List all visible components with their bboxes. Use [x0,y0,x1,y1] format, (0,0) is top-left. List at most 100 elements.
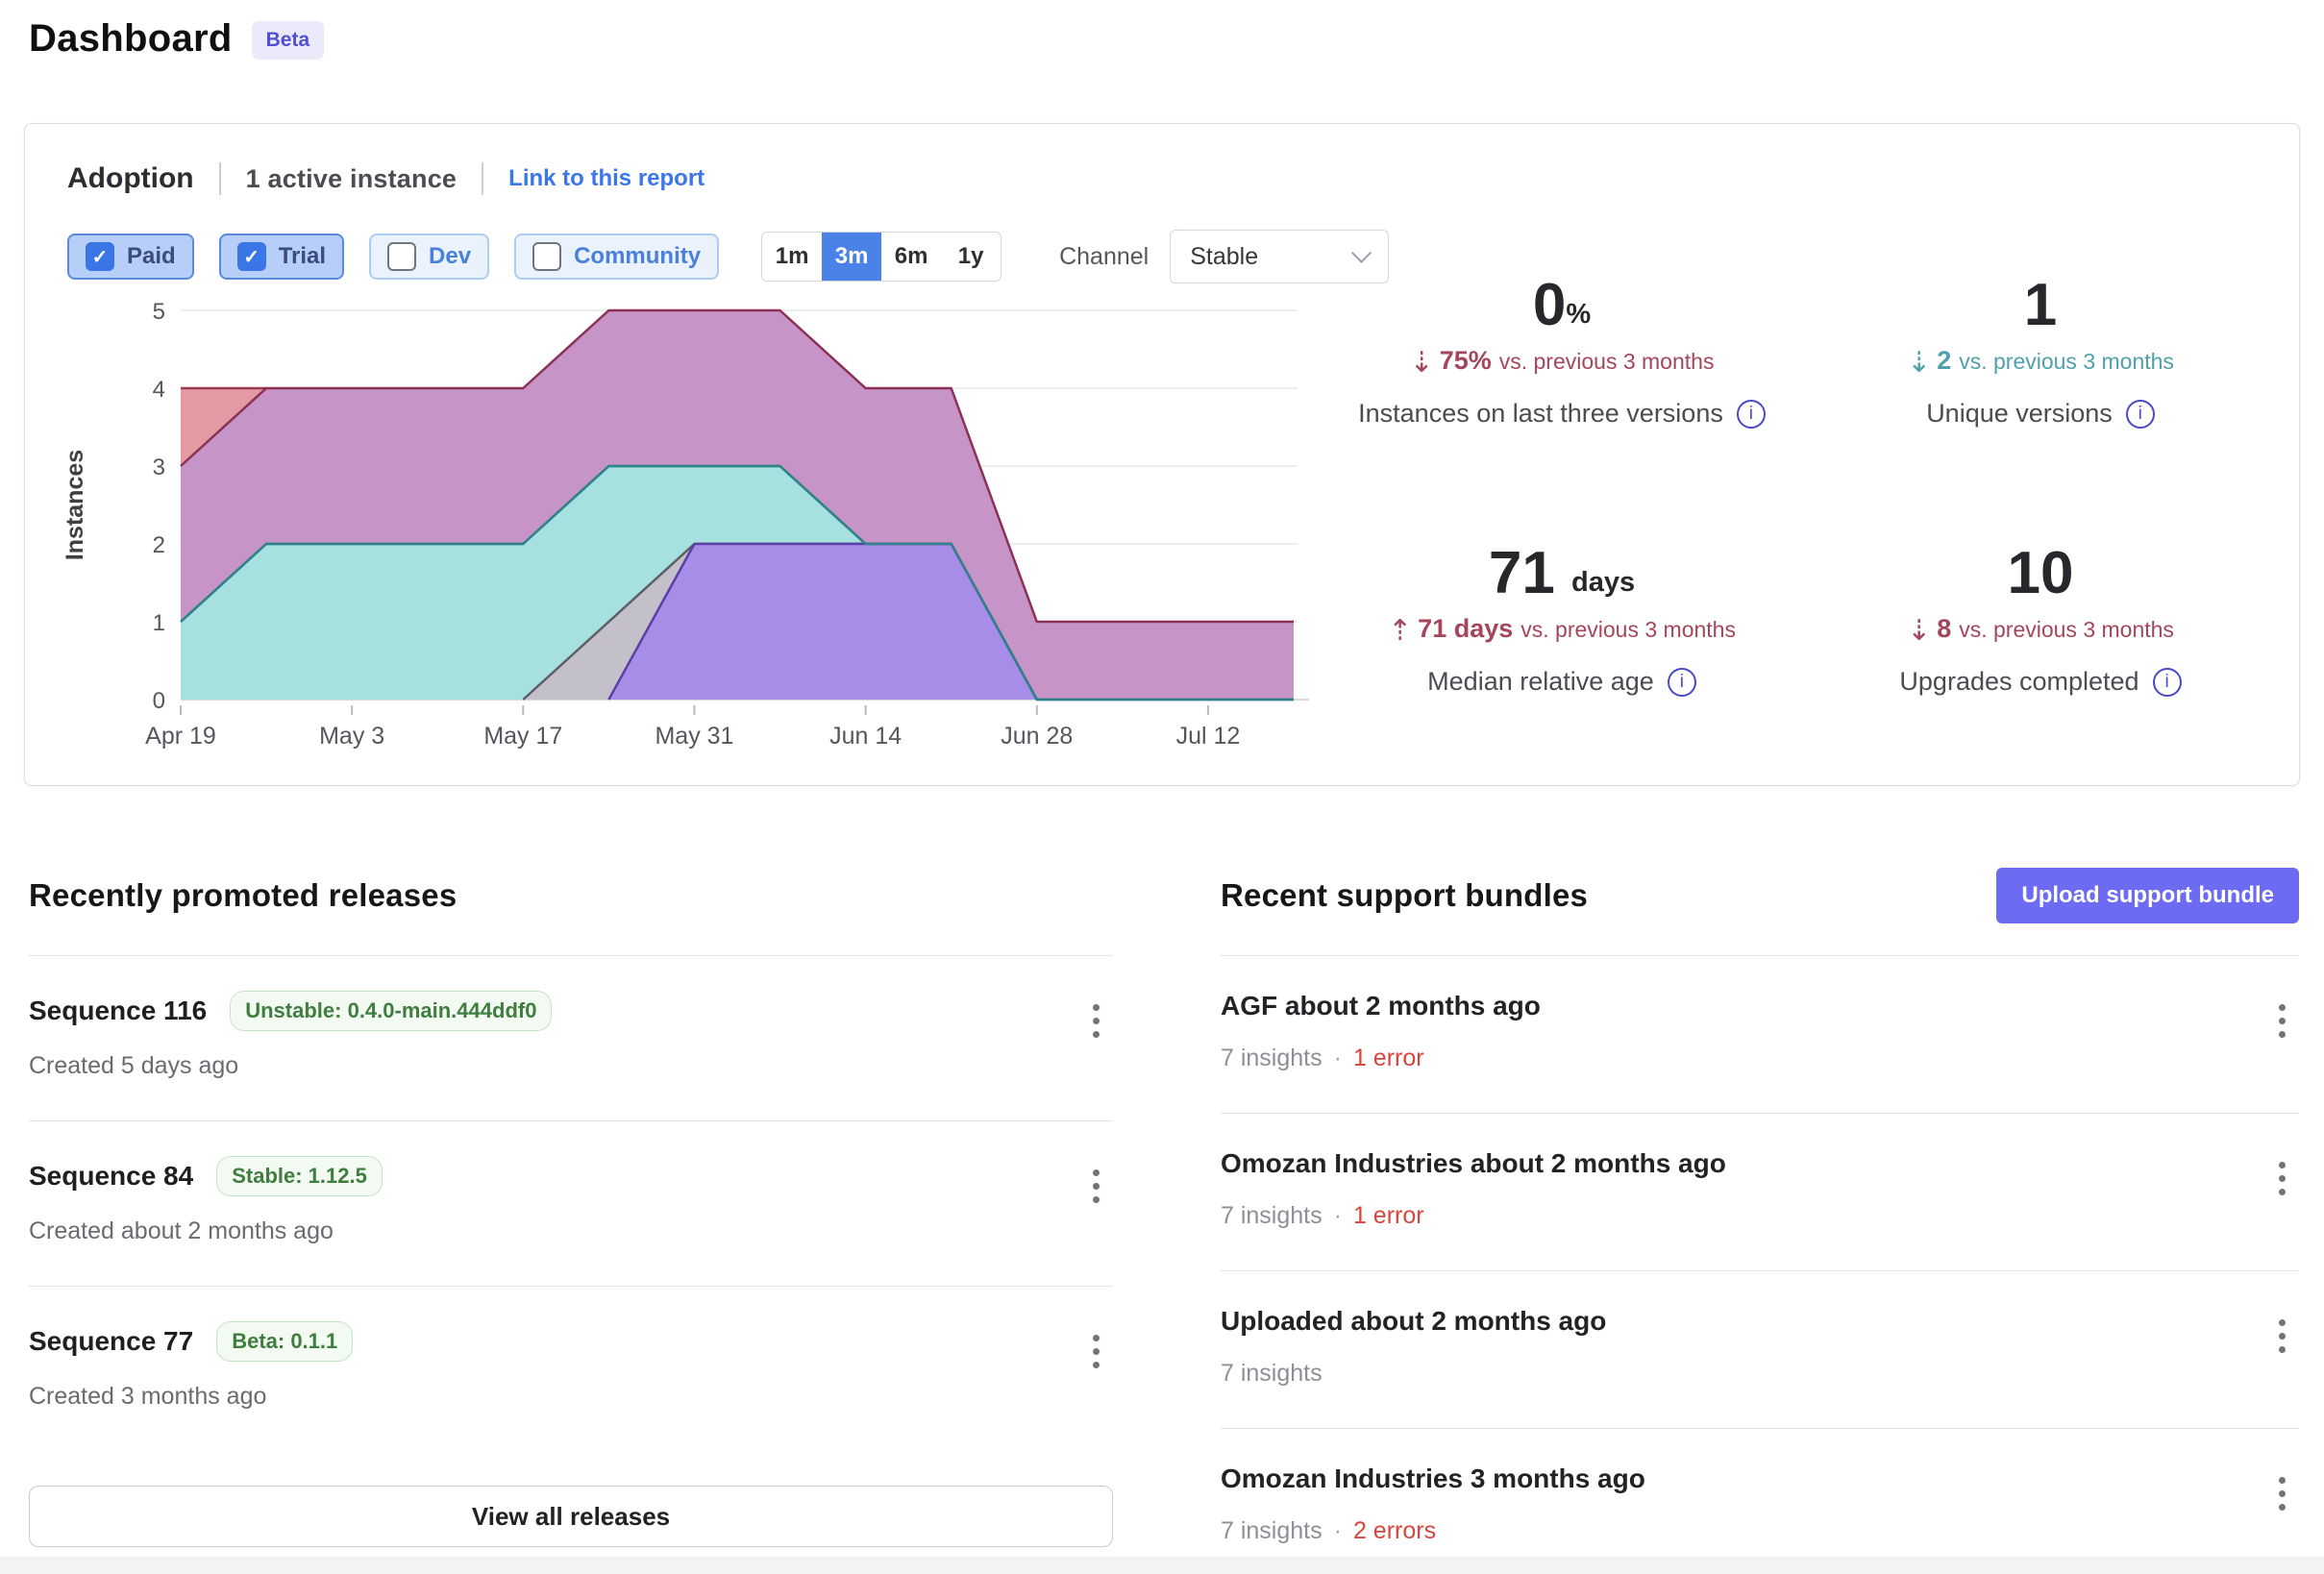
adoption-card-header: Adoption 1 active instance Link to this … [67,162,2299,195]
kebab-menu-icon[interactable] [1079,1160,1113,1245]
release-row[interactable]: Sequence 77 Beta: 0.1.1 Created 3 months… [29,1286,1113,1451]
beta-badge: Beta [251,21,325,60]
bottom-sections: Recently promoted releases Sequence 116 … [0,865,2324,1574]
release-channel-badge: Beta: 0.1.1 [216,1321,354,1362]
info-icon[interactable] [2152,667,2182,697]
stat-value: 1 [2023,272,2058,338]
releases-list: Sequence 116 Unstable: 0.4.0-main.444ddf… [29,955,1113,1451]
svg-text:May 3: May 3 [319,723,384,750]
arrow-down-dashed-icon: ⇣ [1907,346,1932,381]
kebab-menu-icon[interactable] [2265,1310,2299,1388]
filter-community[interactable]: Community [514,234,720,280]
release-title: Sequence 116 [29,996,208,1025]
stat-delta-value: 71 days [1418,614,1514,644]
chart-and-stats: 0 1 2 3 4 5 Apr 19 May 3 May 17 May 31 Jun 14 Jun 2… [25,274,2299,750]
checkbox-unchecked-icon[interactable] [532,242,562,271]
svg-text:2: 2 [153,532,165,558]
bundle-insights: 7 insights [1221,1202,1323,1229]
release-channel-badge: Unstable: 0.4.0-main.444ddf0 [230,991,553,1031]
bundle-insights: 7 insights [1221,1517,1323,1544]
dot-separator: · [1333,1045,1342,1071]
checkbox-checked-icon[interactable] [236,242,266,271]
range-3m[interactable]: 3m [822,233,882,281]
release-title: Sequence 84 [29,1161,194,1191]
dot-separator: · [1333,1202,1342,1229]
link-to-report[interactable]: Link to this report [508,165,705,191]
svg-text:Apr 19: Apr 19 [145,723,216,750]
divider [218,162,221,195]
info-icon[interactable] [1667,667,1696,697]
bundle-row[interactable]: Uploaded about 2 months ago 7 insights· [1221,1270,2299,1428]
filter-label: Paid [127,243,176,269]
checkbox-unchecked-icon[interactable] [387,242,417,271]
kebab-menu-icon[interactable] [1079,1325,1113,1411]
bundle-row[interactable]: AGF about 2 months ago 7 insights · 1 erro… [1221,955,2299,1113]
view-all-releases-button[interactable]: View all releases [29,1486,1113,1547]
release-channel-badge: Stable: 1.12.5 [216,1156,383,1196]
stat-unit: days [1571,567,1636,598]
kebab-menu-icon[interactable] [2265,1152,2299,1230]
info-icon[interactable] [2125,399,2155,429]
range-6m[interactable]: 6m [894,243,928,269]
bundle-title: Omozan Industries about 2 months ago [1221,1148,1726,1178]
bundle-row[interactable]: Omozan Industries 3 months ago 7 insight… [1221,1428,2299,1574]
stat-delta-value: 8 [1937,614,1952,644]
stat-label: Median relative age [1427,667,1654,697]
adoption-chart: 0 1 2 3 4 5 Apr 19 May 3 May 17 May 31 Jun 14 Jun 2… [62,299,1309,750]
svg-text:Instances: Instances [62,450,88,560]
divider [482,162,484,195]
filter-trial[interactable]: Trial [218,234,345,280]
range-1y[interactable]: 1y [957,243,984,269]
support-bundles-section: Recent support bundles Upload support bu… [1221,865,2299,1574]
dot-separator: · [1333,1517,1342,1544]
page-title: Dashboard [29,17,233,60]
bundle-insights: 7 insights [1221,1045,1323,1071]
bundle-insights: 7 insights [1221,1360,1323,1387]
stat-value: 0 [1532,272,1567,338]
adoption-controls: Paid Trial Dev Community 1m 3m 6m 1y Cha… [67,230,2257,283]
svg-text:May 31: May 31 [655,723,733,750]
range-1m[interactable]: 1m [775,243,809,269]
arrow-down-dashed-icon: ⇣ [1907,614,1932,649]
adoption-stats: 0% ⇣ 75% vs. previous 3 months Instances o… [1323,274,2299,750]
stat-value: 10 [2007,540,2074,606]
bundle-title: Uploaded about 2 months ago [1221,1306,1607,1336]
bottom-strip [0,1557,2324,1574]
stat-delta-suffix: vs. previous 3 months [1520,617,1736,643]
release-created: Created 5 days ago [29,1052,239,1079]
release-title: Sequence 77 [29,1326,194,1356]
stat-delta-suffix: vs. previous 3 months [1498,349,1715,375]
bundle-row[interactable]: Omozan Industries about 2 months ago 7 i… [1221,1113,2299,1270]
bundle-title: Omozan Industries 3 months ago [1221,1463,1645,1493]
stat-label: Unique versions [1926,399,2113,429]
info-icon[interactable] [1736,399,1766,429]
svg-text:5: 5 [153,299,165,325]
checkbox-checked-icon[interactable] [86,242,114,271]
stat-value: 71 [1488,540,1555,606]
stat-delta-suffix: vs. previous 3 months [1959,617,2174,643]
bundles-heading: Recent support bundles [1221,877,1589,913]
bundle-title: AGF about 2 months ago [1221,991,1541,1021]
active-instance-count: 1 active instance [245,163,457,193]
page-header: Dashboard Beta [0,0,2324,61]
kebab-menu-icon[interactable] [2265,995,2299,1072]
kebab-menu-icon[interactable] [2265,1467,2299,1545]
channel-select[interactable]: Stable [1170,230,1390,283]
svg-text:May 17: May 17 [483,723,562,750]
stat-upgrades-completed: 10 ⇣ 8 vs. previous 3 months Upgrades comp… [1801,542,2280,750]
stat-median-relative-age: 71 days ⇡ 71 days vs. previous 3 months Me… [1323,542,1801,750]
time-range-selector: 1m 3m 6m 1y [761,232,1002,282]
filter-paid[interactable]: Paid [67,234,194,280]
release-row[interactable]: Sequence 116 Unstable: 0.4.0-main.444ddf… [29,955,1113,1120]
upload-support-bundle-button[interactable]: Upload support bundle [1996,868,2299,923]
stat-label: Upgrades completed [1899,667,2139,697]
kebab-menu-icon[interactable] [1079,995,1113,1080]
svg-text:Jun 14: Jun 14 [829,723,902,750]
release-row[interactable]: Sequence 84 Stable: 1.12.5 Created about… [29,1120,1113,1286]
releases-section: Recently promoted releases Sequence 116 … [29,865,1113,1574]
adoption-title: Adoption [67,162,194,194]
svg-text:1: 1 [153,610,165,636]
arrow-down-dashed-icon: ⇣ [1409,346,1434,381]
filter-dev[interactable]: Dev [369,234,490,280]
